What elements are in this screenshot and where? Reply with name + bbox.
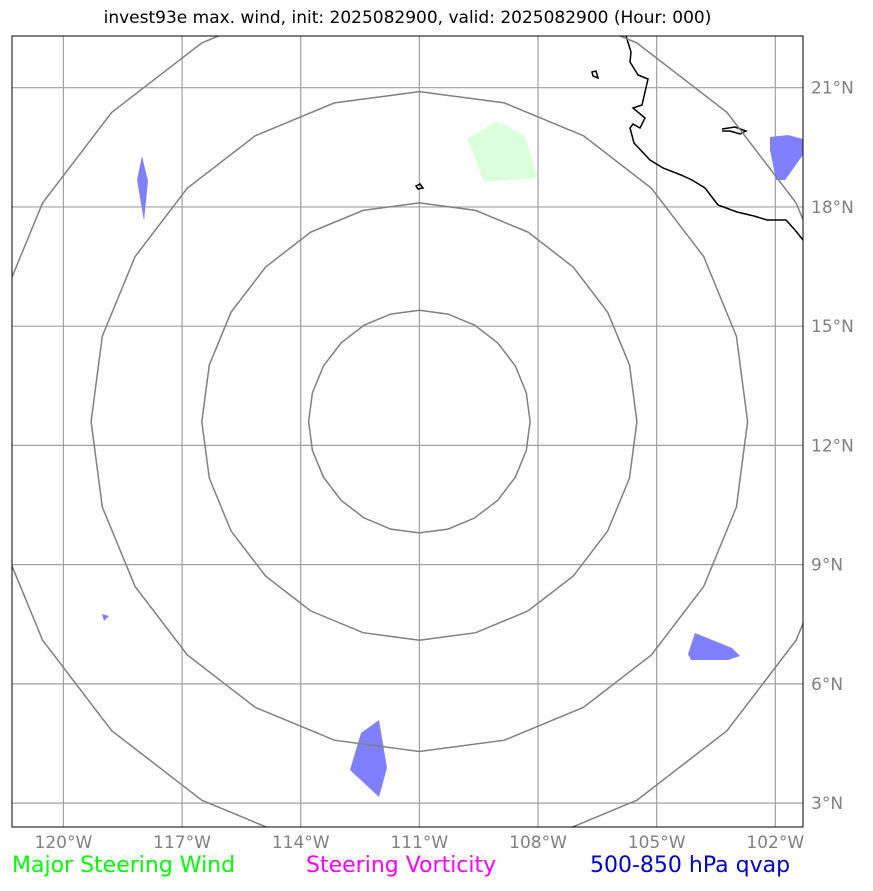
range-ring bbox=[12, 36, 803, 827]
latitude-tick-label: 6°N bbox=[811, 675, 843, 695]
plot-frame bbox=[11, 35, 804, 828]
graticule bbox=[12, 36, 803, 827]
range-ring bbox=[201, 202, 638, 641]
latitude-tick-label: 12°N bbox=[811, 436, 854, 456]
island bbox=[591, 70, 600, 80]
latitude-ticks: 3°N 6°N 9°N 12°N 15°N 18°N 21°N bbox=[811, 79, 854, 814]
qvap-area bbox=[137, 156, 148, 221]
legend-qvap: 500-850 hPa qvap bbox=[590, 853, 791, 878]
coastline bbox=[625, 36, 803, 241]
island bbox=[414, 183, 425, 190]
longitude-tick-label: 114°W bbox=[272, 833, 330, 853]
latitude-tick-label: 15°N bbox=[811, 317, 854, 337]
longitude-tick-label: 108°W bbox=[509, 833, 567, 853]
plot-area bbox=[12, 36, 803, 827]
longitude-ticks: 120°W 117°W 114°W 111°W 108°W 105°W 102°W bbox=[35, 833, 805, 853]
range-ring bbox=[90, 90, 749, 753]
longitude-tick-label: 117°W bbox=[153, 833, 211, 853]
steering-wind-area bbox=[467, 121, 538, 182]
legend-major-steering-wind: Major Steering Wind bbox=[12, 853, 236, 878]
longitude-tick-label: 105°W bbox=[628, 833, 686, 853]
range-ring bbox=[307, 309, 531, 534]
range-rings bbox=[12, 36, 803, 827]
qvap-area bbox=[102, 614, 109, 621]
map-title: invest93e max. wind, init: 2025082900, v… bbox=[103, 8, 712, 28]
map-features bbox=[102, 36, 803, 797]
qvap-area bbox=[770, 135, 803, 180]
longitude-tick-label: 102°W bbox=[746, 833, 804, 853]
latitude-tick-label: 9°N bbox=[811, 556, 843, 576]
latitude-tick-label: 3°N bbox=[811, 794, 843, 814]
legend-steering-vorticity: Steering Vorticity bbox=[306, 853, 497, 878]
latitude-tick-label: 18°N bbox=[811, 198, 854, 218]
longitude-tick-label: 120°W bbox=[35, 833, 93, 853]
qvap-area bbox=[688, 633, 740, 660]
qvap-area bbox=[350, 720, 387, 797]
longitude-tick-label: 111°W bbox=[390, 833, 448, 853]
latitude-tick-label: 21°N bbox=[811, 79, 854, 99]
